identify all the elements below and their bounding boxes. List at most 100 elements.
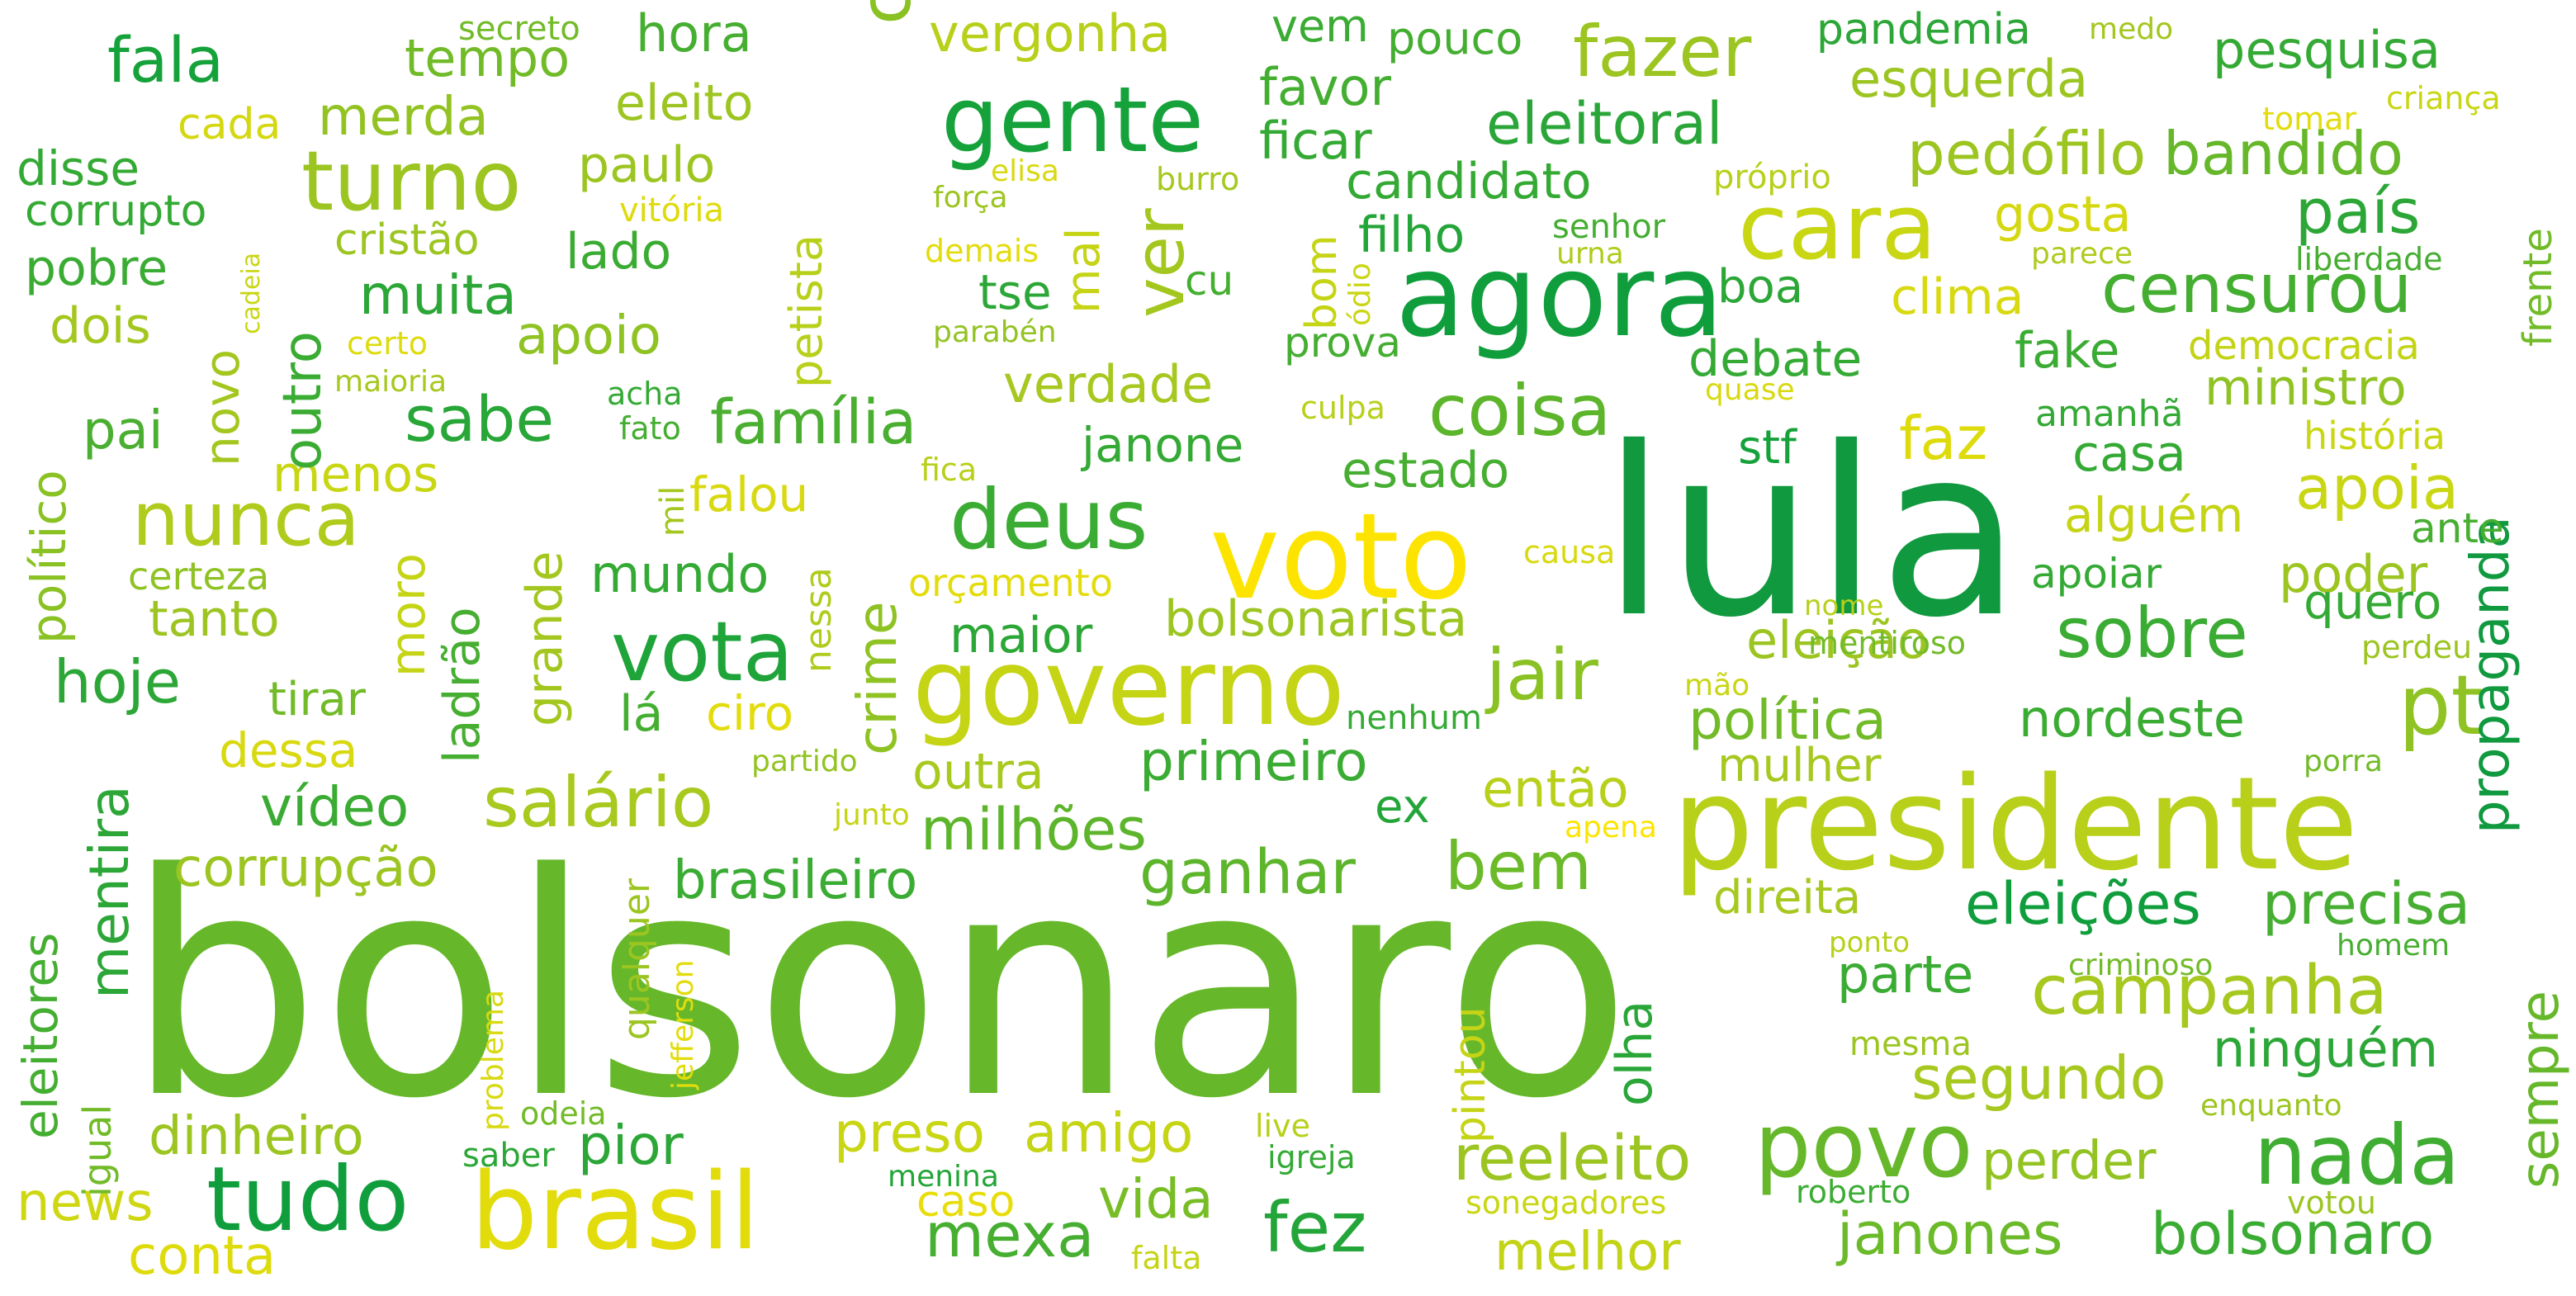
word: lula [1602, 397, 2022, 669]
word: conta [128, 1226, 277, 1287]
word: fazer [1573, 11, 1752, 93]
word: ódio [1343, 263, 1377, 326]
word: paulo [578, 136, 716, 194]
word: sabe [405, 382, 555, 456]
word: fake [2015, 322, 2120, 380]
word: filho [1358, 206, 1466, 264]
word: nada [2254, 1107, 2460, 1204]
word: liberdade [2295, 241, 2443, 277]
word: mesma [1849, 1025, 1972, 1063]
word: orçamento [908, 560, 1113, 605]
word: ponto [1829, 926, 1911, 959]
word: senhor [1552, 208, 1666, 246]
word: prova [1284, 319, 1402, 367]
word: pior [578, 1114, 684, 1177]
word: junto [834, 798, 910, 832]
word: esquerda [1849, 49, 2088, 109]
word: problema [476, 989, 510, 1131]
word: perdeu [2361, 629, 2473, 665]
word: salário [483, 762, 714, 843]
word: roberto [1796, 1174, 1911, 1210]
word: favor [1259, 57, 1391, 117]
word: pouco [1387, 12, 1523, 64]
word: propaganda [2460, 516, 2522, 834]
word: merda [318, 87, 489, 148]
word: parece [2031, 237, 2133, 271]
word: lado [566, 223, 672, 281]
word: cristão [334, 215, 480, 265]
word: bolsonaro [2151, 1200, 2435, 1268]
word: homem [2337, 929, 2451, 963]
word: ganhar [1139, 837, 1356, 908]
word: outra [912, 743, 1044, 801]
word: debate [1688, 330, 1863, 388]
word: político [21, 470, 77, 644]
word: fato [619, 410, 681, 447]
word: boa [1717, 260, 1804, 314]
word: urna [1556, 237, 1624, 271]
word: sobre [2056, 593, 2248, 674]
word: apoio [516, 305, 661, 367]
word: agora [1395, 229, 1724, 362]
word: falta [1131, 1240, 1202, 1276]
word: ciro [706, 685, 794, 741]
word: ante [2411, 504, 2504, 552]
word: governo [912, 627, 1345, 750]
word: causa [1523, 534, 1616, 570]
word: quero [2304, 574, 2442, 630]
word: novo [194, 348, 250, 466]
word: deus [949, 471, 1148, 568]
word: democracia [2188, 323, 2420, 369]
word: criminoso [2068, 948, 2214, 982]
word: perder [1982, 1131, 2157, 1192]
word: alguém [2064, 487, 2244, 543]
word: próprio [1713, 158, 1831, 196]
word: maioria [334, 365, 447, 399]
word: país [2295, 177, 2421, 248]
word: vida [1098, 1167, 1214, 1231]
word: disse [17, 140, 140, 196]
word: porra [2304, 745, 2383, 778]
word: direita [1713, 871, 1862, 925]
word: nunca [132, 476, 360, 563]
word: vergonha [929, 3, 1172, 64]
word: poder [2279, 544, 2428, 604]
word: milhões [921, 796, 1147, 863]
word: petista [780, 234, 832, 388]
word: vem [1271, 0, 1369, 52]
word: acha [607, 376, 683, 412]
word: mil [654, 485, 692, 537]
word: mulher [1717, 739, 1882, 792]
word: pesquisa [2213, 20, 2441, 80]
word: sempre [2510, 991, 2571, 1189]
word: fala [107, 23, 225, 97]
word: maior [949, 607, 1093, 665]
word: menina [888, 1160, 999, 1194]
word: eleito [615, 74, 754, 132]
word: força [933, 181, 1008, 215]
word: bem [1445, 828, 1592, 905]
word: então [1482, 759, 1629, 819]
word: dinheiro [149, 1106, 364, 1167]
word: news [17, 1172, 154, 1233]
word: coisa [1428, 370, 1612, 452]
word: jair [1486, 634, 1598, 717]
word: mentiroso [1808, 625, 1967, 661]
word: ministro [2204, 359, 2407, 417]
word: turno [301, 133, 522, 229]
word: censurou [2101, 250, 2413, 329]
word: demais [925, 233, 1039, 269]
word: apena [1565, 811, 1657, 844]
word: igreja [1267, 1139, 1356, 1175]
word: crime [845, 601, 909, 755]
word: cara [1738, 174, 1937, 280]
word: janones [1837, 1200, 2063, 1268]
word: corrupção [173, 838, 438, 899]
word: criança [2386, 80, 2501, 116]
word: ninguém [2213, 1019, 2439, 1079]
word: brasil [471, 1151, 760, 1274]
word: apoiar [2031, 550, 2162, 598]
word: voto [1210, 487, 1472, 626]
word: dois [50, 297, 151, 355]
word: mundo [590, 544, 769, 604]
